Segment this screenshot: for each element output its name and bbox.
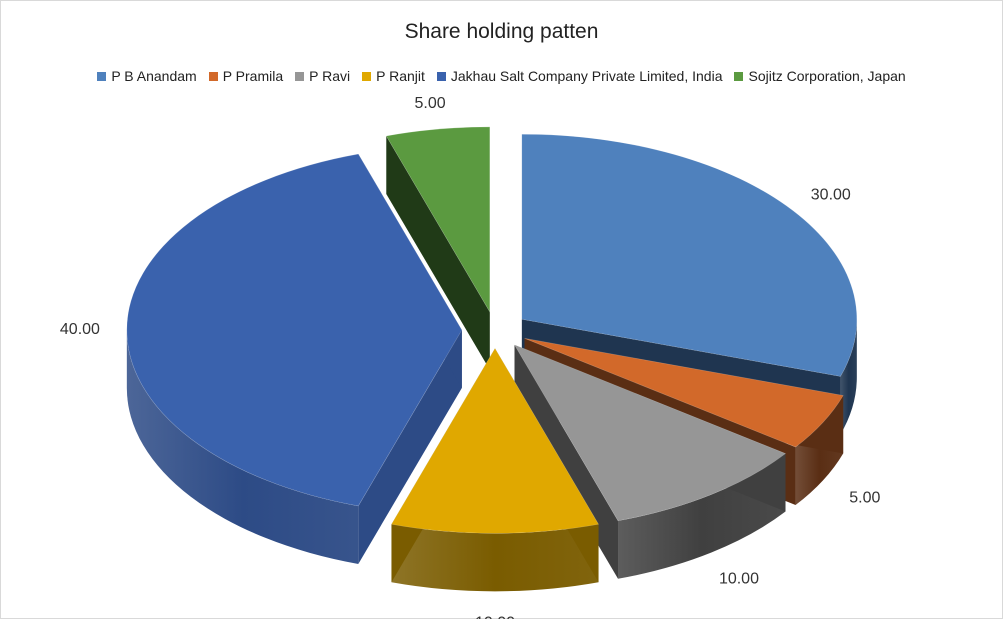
- data-label: 5.00: [849, 489, 880, 506]
- pie-slice-side: [391, 524, 599, 592]
- data-label: 40.00: [60, 321, 100, 338]
- legend-item-p-b-anandam: P B Anandam: [97, 68, 197, 84]
- pie-slice: [521, 133, 858, 377]
- chart-title: Share holding patten: [404, 20, 599, 43]
- legend-label: Jakhau Salt Company Private Limited, Ind…: [450, 68, 723, 84]
- legend-item-p-ranjit: P Ranjit: [362, 68, 425, 84]
- legend-label: P Pramila: [222, 68, 284, 84]
- legend-swatch: [734, 71, 744, 81]
- legend-swatch: [208, 71, 218, 81]
- legend-label: P Ravi: [309, 68, 351, 84]
- data-label: 30.00: [811, 186, 851, 203]
- legend-item-p-ravi: P Ravi: [295, 68, 350, 84]
- pie-slice-side: [840, 319, 857, 435]
- legend-swatch: [362, 71, 372, 81]
- legend-item-jakhau-salt: Jakhau Salt Company Private Limited, Ind…: [436, 68, 723, 84]
- pie-slice: [391, 347, 599, 534]
- legend-item-p-pramila: P Pramila: [208, 68, 284, 84]
- legend-swatch: [295, 71, 305, 81]
- pie-slice: [524, 338, 844, 448]
- legend-item-sojitz: Sojitz Corporation, Japan: [734, 68, 906, 84]
- pie-slice-group: [385, 126, 491, 370]
- legend-label: P B Anandam: [111, 68, 197, 84]
- pie-slice-group: [126, 153, 463, 564]
- pie-slice-group: [391, 347, 599, 592]
- legend-swatch: [436, 71, 446, 81]
- legend-swatch: [97, 71, 107, 81]
- pie-slice-side: [795, 395, 844, 506]
- data-label: 10.00: [719, 571, 759, 588]
- pie-slice-wall: [386, 135, 490, 370]
- chart-legend: P B Anandam P Pramila P Ravi P Ranjit Ja…: [0, 68, 1003, 84]
- legend-label: P Ranjit: [376, 68, 425, 84]
- data-label: 10.00: [475, 614, 515, 619]
- pie-slice-side: [618, 453, 786, 579]
- pie-slice: [126, 153, 463, 507]
- data-label: 5.00: [414, 95, 445, 112]
- pie-slice: [513, 344, 787, 522]
- pie-slice: [385, 126, 491, 314]
- pie-slice-wall: [358, 330, 462, 564]
- pie-slice-side: [126, 330, 359, 564]
- legend-label: Sojitz Corporation, Japan: [748, 68, 906, 84]
